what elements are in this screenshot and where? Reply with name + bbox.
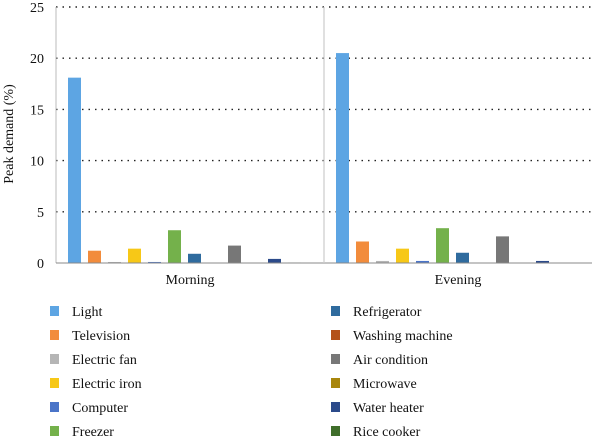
bar <box>128 248 141 263</box>
y-tick-label: 20 <box>30 52 44 67</box>
legend-label: Television <box>72 329 130 344</box>
legend-label: Rice cooker <box>353 425 421 440</box>
legend-label: Computer <box>72 401 128 416</box>
legend-label: Electric fan <box>72 353 137 368</box>
axes <box>55 7 592 264</box>
legend-swatch <box>50 306 59 316</box>
y-axis-title: Peak demand (%) <box>2 84 17 184</box>
legend-label: Microwave <box>353 377 417 392</box>
bar <box>456 252 469 263</box>
legend: Light Television Electric fan Electric iron… <box>50 305 453 440</box>
x-category-label: Evening <box>435 273 482 288</box>
y-tick-label: 25 <box>30 1 44 16</box>
legend-swatch <box>331 402 340 412</box>
legend-swatch <box>50 354 59 364</box>
legend-swatch <box>331 426 340 436</box>
bar <box>376 260 389 263</box>
bar <box>148 261 161 263</box>
bar <box>268 258 281 263</box>
legend-swatch <box>331 330 340 340</box>
y-tick-label: 15 <box>30 103 44 118</box>
legend-label: Washing machine <box>353 329 453 344</box>
bar <box>88 250 101 263</box>
legend-swatch <box>331 378 340 388</box>
legend-label: Light <box>72 305 102 320</box>
bar <box>536 260 549 263</box>
bar <box>396 248 409 263</box>
bar <box>356 241 369 263</box>
legend-swatch <box>50 330 59 340</box>
y-tick-label: 5 <box>37 206 44 221</box>
y-tick-label: 0 <box>37 257 44 272</box>
legend-label: Freezer <box>72 425 114 440</box>
bar <box>336 53 349 263</box>
bar <box>188 253 201 263</box>
x-category-label: Morning <box>166 273 215 288</box>
legend-swatch <box>331 306 340 316</box>
y-tick-label: 10 <box>30 155 44 170</box>
bar <box>436 228 449 263</box>
legend-label: Electric iron <box>72 377 142 392</box>
legend-label: Air condition <box>353 353 428 368</box>
bar <box>108 261 121 263</box>
legend-label: Refrigerator <box>353 305 422 320</box>
legend-swatch <box>50 402 59 412</box>
legend-swatch <box>331 354 340 364</box>
bar <box>228 245 241 263</box>
bars <box>68 53 549 263</box>
bar <box>168 230 181 263</box>
bar <box>496 236 509 263</box>
x-category-labels: Morning Evening <box>166 273 482 288</box>
y-tick-labels: 0 5 10 15 20 25 <box>30 1 44 272</box>
bar <box>68 77 81 263</box>
legend-label: Water heater <box>353 401 424 416</box>
legend-swatch <box>50 426 59 436</box>
bar <box>416 260 429 263</box>
legend-swatch <box>50 378 59 388</box>
